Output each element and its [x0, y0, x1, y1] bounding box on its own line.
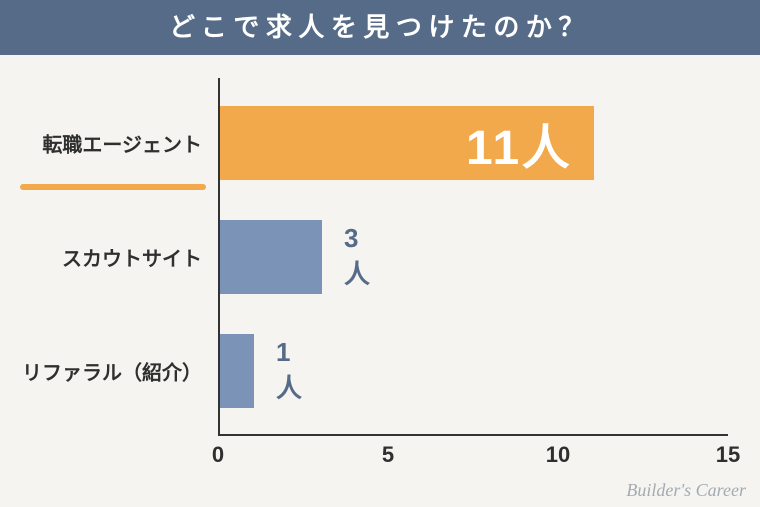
x-axis — [218, 434, 728, 436]
x-tick: 15 — [716, 442, 740, 468]
bar-value: 3人 — [344, 223, 370, 291]
chart-title: どこで求人を見つけたのか？ — [169, 12, 591, 42]
chart-plot-area: 転職エージェント11人スカウトサイト3人リファラル（紹介）1人 051015 — [218, 78, 728, 468]
bar-label: リファラル（紹介） — [22, 357, 220, 386]
bar-label: 転職エージェント — [42, 129, 220, 158]
x-tick: 5 — [382, 442, 394, 468]
bar-label: スカウトサイト — [62, 243, 220, 272]
chart-title-bar: どこで求人を見つけたのか？ — [0, 0, 760, 55]
bar-value: 11人 — [466, 108, 572, 178]
x-tick: 10 — [546, 442, 570, 468]
bar: リファラル（紹介）1人 — [220, 334, 254, 408]
bar: 転職エージェント11人 — [220, 106, 594, 180]
watermark: Builder's Career — [626, 480, 746, 501]
x-tick: 0 — [212, 442, 224, 468]
bar-label-underline — [20, 184, 206, 190]
bar-value: 1人 — [276, 337, 302, 405]
bar: スカウトサイト3人 — [220, 220, 322, 294]
